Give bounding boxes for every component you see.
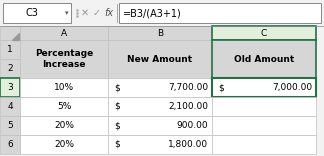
Text: ✓: ✓ (93, 8, 101, 18)
Bar (108, 116, 212, 135)
Bar (0, 0, 324, 26)
Text: New Amount: New Amount (127, 54, 192, 63)
Text: 4: 4 (7, 102, 13, 111)
Text: 10%: 10% (54, 83, 74, 92)
Text: ✕: ✕ (81, 8, 89, 18)
Text: 1,800.00: 1,800.00 (168, 140, 208, 149)
Bar (108, 78, 212, 97)
Text: 1: 1 (7, 45, 13, 54)
Text: $: $ (114, 83, 120, 92)
Bar (212, 116, 316, 135)
Bar (0, 59, 20, 78)
Text: 7,000.00: 7,000.00 (272, 83, 312, 92)
Bar (108, 135, 212, 154)
Text: Percentage
Increase: Percentage Increase (35, 49, 93, 69)
Bar (0, 116, 20, 135)
Text: 3: 3 (7, 83, 13, 92)
Bar (108, 26, 212, 40)
Text: fx: fx (104, 8, 114, 18)
Bar (0, 97, 20, 116)
Bar (20, 97, 108, 116)
Text: 6: 6 (7, 140, 13, 149)
Bar (0, 78, 20, 97)
Bar (20, 78, 108, 97)
Bar (108, 40, 212, 78)
Text: A: A (61, 29, 67, 37)
Bar (108, 97, 212, 116)
Bar (20, 40, 108, 78)
Text: Old Amount: Old Amount (234, 54, 294, 63)
Bar (20, 26, 108, 40)
Text: $: $ (114, 140, 120, 149)
Text: 20%: 20% (54, 121, 74, 130)
Bar (0, 26, 20, 40)
Bar (212, 26, 316, 40)
Bar (212, 40, 316, 78)
Bar (0, 135, 20, 154)
Bar (119, 3, 321, 23)
Bar (212, 97, 316, 116)
Text: 2,100.00: 2,100.00 (168, 102, 208, 111)
Text: 20%: 20% (54, 140, 74, 149)
Bar (20, 116, 108, 135)
Text: $: $ (218, 83, 224, 92)
Text: C: C (261, 29, 267, 37)
Bar (20, 135, 108, 154)
Text: $: $ (114, 102, 120, 111)
Text: 5%: 5% (57, 102, 71, 111)
Bar (0, 40, 20, 59)
Text: $: $ (114, 121, 120, 130)
Text: 7,700.00: 7,700.00 (168, 83, 208, 92)
Text: 5: 5 (7, 121, 13, 130)
Text: =B3/(A3+1): =B3/(A3+1) (123, 8, 182, 18)
Bar (212, 78, 316, 97)
Text: C3: C3 (25, 8, 38, 18)
Polygon shape (12, 33, 19, 40)
Bar (3, 3, 71, 23)
Text: 2: 2 (7, 64, 13, 73)
Text: B: B (157, 29, 163, 37)
Text: ▾: ▾ (65, 10, 69, 16)
Text: 900.00: 900.00 (176, 121, 208, 130)
Bar (212, 135, 316, 154)
